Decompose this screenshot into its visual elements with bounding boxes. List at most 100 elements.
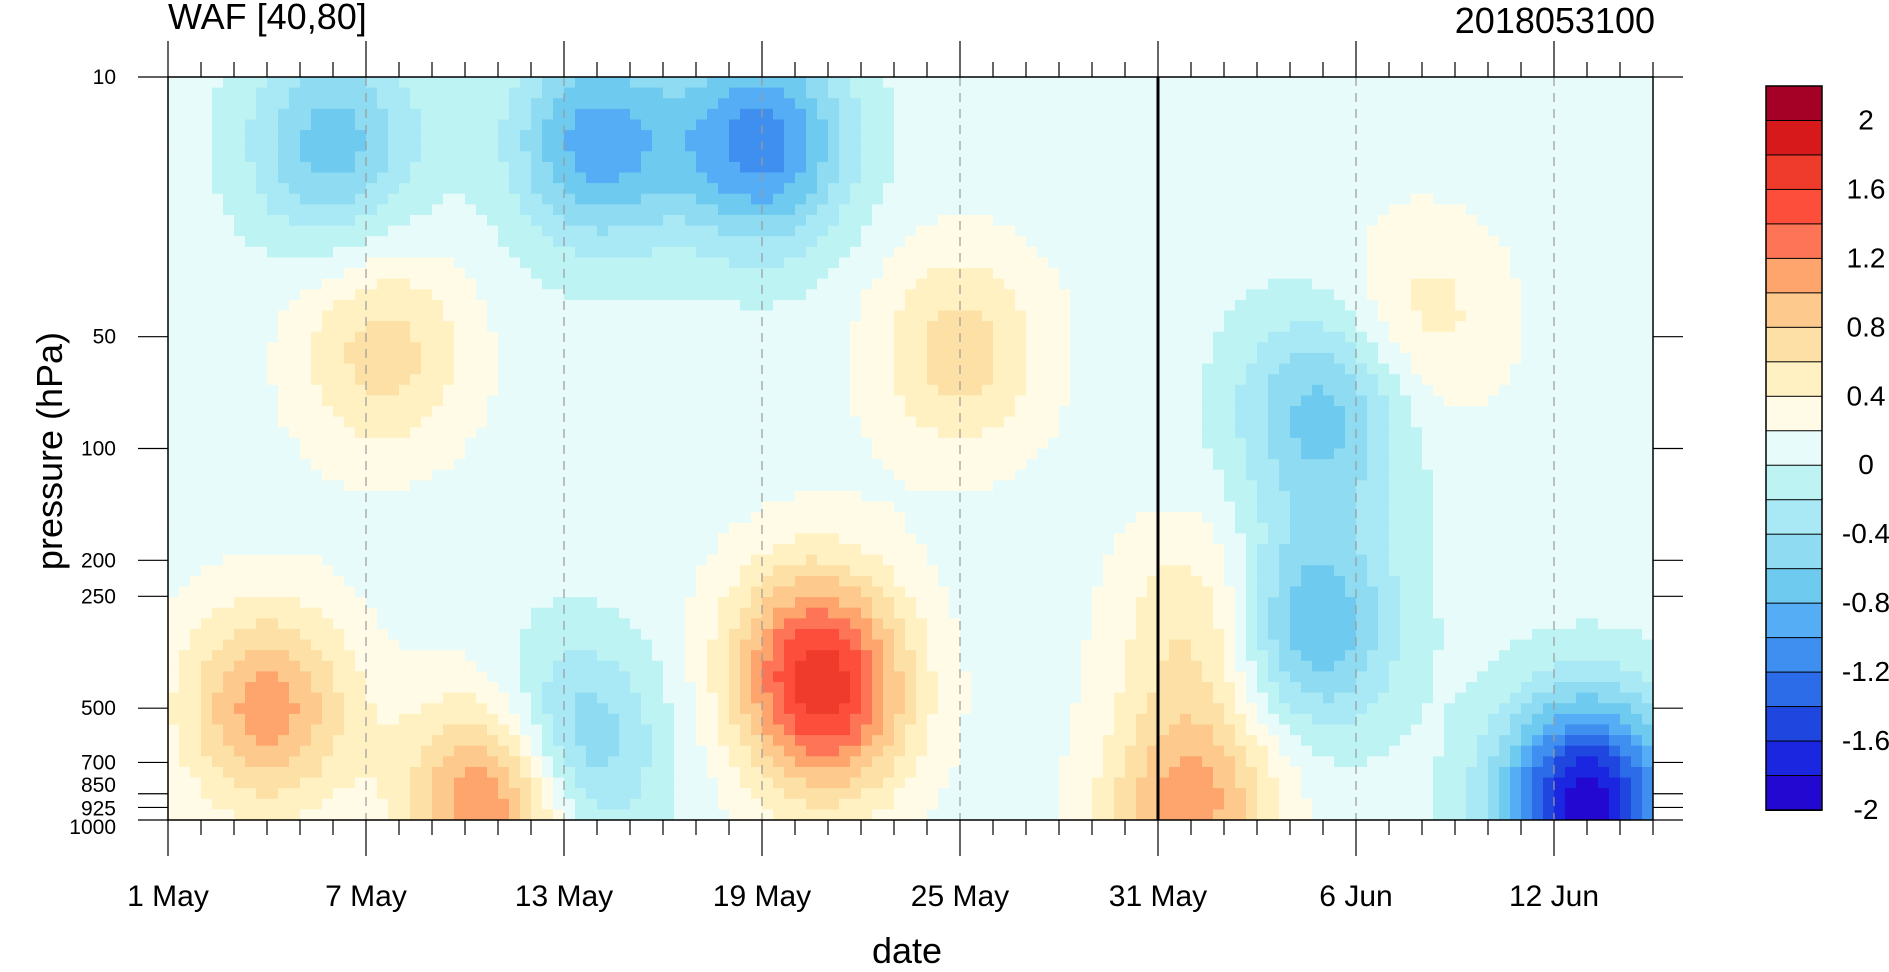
field-cell bbox=[674, 395, 686, 407]
field-cell bbox=[454, 342, 466, 354]
field-cell bbox=[806, 289, 818, 301]
field-cell bbox=[322, 437, 334, 450]
field-cell bbox=[828, 512, 840, 524]
field-cell bbox=[718, 140, 730, 152]
field-cell bbox=[388, 246, 400, 259]
field-cell bbox=[696, 565, 708, 577]
field-cell bbox=[894, 289, 906, 301]
field-cell bbox=[817, 299, 829, 312]
field-cell bbox=[773, 183, 785, 195]
field-cell bbox=[223, 406, 235, 418]
field-cell bbox=[795, 151, 807, 163]
field-cell bbox=[333, 416, 345, 428]
field-cell bbox=[432, 788, 444, 800]
field-cell bbox=[916, 650, 928, 662]
field-cell bbox=[267, 151, 279, 163]
field-cell bbox=[278, 395, 290, 407]
field-cell bbox=[586, 278, 598, 290]
field-cell bbox=[762, 193, 774, 205]
field-cell bbox=[751, 130, 763, 142]
field-cell bbox=[377, 724, 389, 736]
field-cell bbox=[278, 798, 290, 810]
field-cell bbox=[564, 172, 576, 184]
field-cell bbox=[465, 352, 477, 365]
field-cell bbox=[795, 214, 807, 227]
field-cell bbox=[949, 140, 961, 152]
field-cell bbox=[938, 151, 950, 163]
field-cell bbox=[938, 406, 950, 418]
field-cell bbox=[190, 342, 202, 354]
field-cell bbox=[498, 586, 510, 598]
field-cell bbox=[806, 161, 818, 174]
field-cell bbox=[300, 724, 312, 736]
field-cell bbox=[586, 809, 598, 820]
field-cell bbox=[597, 268, 609, 280]
field-cell bbox=[465, 682, 477, 694]
field-cell bbox=[322, 268, 334, 280]
field-cell bbox=[465, 119, 477, 131]
field-cell bbox=[850, 193, 862, 205]
field-cell bbox=[663, 565, 675, 577]
field-cell bbox=[509, 459, 521, 471]
field-cell bbox=[421, 363, 433, 375]
field-cell bbox=[817, 161, 829, 174]
field-cell bbox=[388, 671, 400, 683]
field-cell bbox=[872, 682, 884, 694]
field-cell bbox=[850, 480, 862, 492]
field-cell bbox=[883, 406, 895, 418]
field-cell bbox=[520, 798, 532, 810]
field-cell bbox=[399, 703, 411, 715]
field-cell bbox=[806, 469, 818, 481]
field-cell bbox=[366, 766, 378, 779]
field-cell bbox=[487, 119, 499, 131]
field-cell bbox=[366, 289, 378, 301]
field-cell bbox=[256, 268, 268, 280]
field-cell bbox=[267, 809, 279, 820]
field-cell bbox=[927, 639, 939, 651]
field-cell bbox=[762, 310, 774, 322]
field-cell bbox=[861, 490, 873, 503]
field-cell bbox=[234, 671, 246, 683]
field-cell bbox=[905, 289, 917, 301]
field-cell bbox=[850, 788, 862, 800]
field-cell bbox=[300, 342, 312, 354]
field-cell bbox=[509, 278, 521, 290]
field-cell bbox=[905, 342, 917, 354]
field-cell bbox=[619, 756, 631, 768]
field-cell bbox=[355, 459, 367, 471]
field-cell bbox=[168, 331, 180, 343]
field-cell bbox=[542, 342, 554, 354]
field-cell bbox=[718, 586, 730, 598]
field-cell bbox=[278, 352, 290, 365]
field-cell bbox=[586, 246, 598, 259]
field-cell bbox=[652, 565, 664, 577]
field-cell bbox=[333, 777, 345, 789]
field-cell bbox=[300, 151, 312, 163]
field-cell bbox=[575, 533, 587, 545]
field-cell bbox=[828, 809, 840, 820]
field-cell bbox=[443, 713, 455, 726]
field-cell bbox=[707, 544, 719, 556]
field-cell bbox=[245, 692, 257, 704]
field-cell bbox=[652, 459, 664, 471]
field-cell bbox=[487, 533, 499, 545]
field-cell bbox=[234, 618, 246, 630]
field-cell bbox=[509, 437, 521, 450]
field-cell bbox=[927, 395, 939, 407]
field-cell bbox=[289, 406, 301, 418]
field-cell bbox=[718, 735, 730, 747]
field-cell bbox=[608, 395, 620, 407]
field-cell bbox=[278, 310, 290, 322]
field-cell bbox=[663, 682, 675, 694]
field-cell bbox=[256, 236, 268, 248]
field-cell bbox=[344, 490, 356, 503]
field-cell bbox=[839, 416, 851, 428]
field-cell bbox=[179, 798, 191, 810]
field-cell bbox=[949, 289, 961, 301]
field-cell bbox=[850, 289, 862, 301]
field-cell bbox=[608, 788, 620, 800]
field-cell bbox=[575, 130, 587, 142]
field-cell bbox=[762, 172, 774, 184]
field-cell bbox=[740, 193, 752, 205]
field-cell bbox=[905, 639, 917, 651]
